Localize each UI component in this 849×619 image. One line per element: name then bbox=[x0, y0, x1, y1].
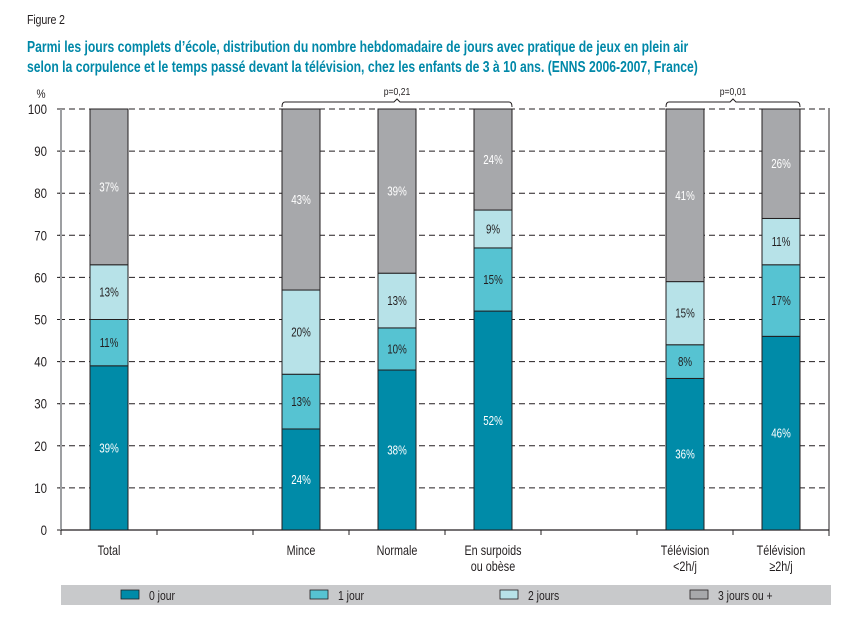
chart-title-line-2: selon la corpulence et le temps passé de… bbox=[27, 59, 698, 76]
y-tick-label-20: 20 bbox=[34, 439, 47, 454]
data-label-4-3: 9% bbox=[486, 223, 500, 236]
data-label-6-1: 46% bbox=[771, 428, 791, 441]
y-tick-label-30: 30 bbox=[34, 397, 47, 412]
data-label-5-3: 15% bbox=[675, 308, 695, 321]
data-label-1-4: 37% bbox=[99, 181, 119, 194]
data-label-2-1: 24% bbox=[291, 474, 311, 487]
y-tick-label-70: 70 bbox=[34, 228, 47, 243]
bar-segment-3-1 bbox=[377, 369, 417, 531]
data-label-3-4: 39% bbox=[387, 186, 407, 199]
x-tick-label-5-1: Télévision bbox=[661, 543, 710, 558]
legend-band bbox=[61, 585, 831, 605]
bar-segment-5-3 bbox=[665, 281, 705, 346]
x-tick-label-5-2: <2h/j bbox=[673, 559, 697, 574]
p-value-label-1: p=0,21 bbox=[384, 86, 411, 98]
bar-segment-4-4 bbox=[473, 108, 513, 211]
p-value-label-2: p=0,01 bbox=[720, 86, 747, 98]
y-axis-label: % bbox=[36, 88, 45, 101]
bar-segment-1-2 bbox=[89, 319, 129, 367]
x-tick-label-2-1: Mince bbox=[287, 543, 316, 558]
data-label-3-3: 13% bbox=[387, 295, 407, 308]
data-label-5-2: 8% bbox=[678, 356, 692, 369]
x-tick-label-3-1: Normale bbox=[377, 543, 418, 558]
legend-swatch-2 bbox=[309, 589, 329, 600]
legend-label-3: 2 jours bbox=[528, 589, 559, 603]
data-label-4-4: 24% bbox=[483, 154, 503, 167]
significance-bracket-1 bbox=[281, 98, 513, 108]
legend-label-4: 3 jours ou + bbox=[718, 589, 773, 603]
data-label-3-2: 10% bbox=[387, 343, 407, 356]
x-tick-label-4-1: En surpoids bbox=[464, 543, 521, 558]
x-tick-label-1-1: Total bbox=[98, 543, 121, 558]
bar-segment-2-1 bbox=[281, 428, 321, 531]
data-label-4-2: 15% bbox=[483, 274, 503, 287]
bar-segment-1-1 bbox=[89, 365, 129, 531]
data-label-2-3: 20% bbox=[291, 327, 311, 340]
y-tick-label-60: 60 bbox=[34, 271, 47, 286]
bar-segment-3-3 bbox=[377, 272, 417, 329]
bar-segment-5-2 bbox=[665, 344, 705, 379]
data-label-5-4: 41% bbox=[675, 190, 695, 203]
data-label-1-3: 13% bbox=[99, 287, 119, 300]
data-label-2-2: 13% bbox=[291, 396, 311, 409]
bar-segment-3-4 bbox=[377, 108, 417, 274]
data-label-6-4: 26% bbox=[771, 158, 791, 171]
bar-segment-2-4 bbox=[281, 108, 321, 291]
data-label-2-4: 43% bbox=[291, 194, 311, 207]
x-tick-label-6-1: Télévision bbox=[757, 543, 806, 558]
data-label-1-1: 39% bbox=[99, 442, 119, 455]
bar-segment-4-1 bbox=[473, 310, 513, 531]
y-tick-label-10: 10 bbox=[34, 481, 47, 496]
x-tick-label-6-2: ≥2h/j bbox=[769, 559, 792, 574]
bar-segment-6-4 bbox=[761, 108, 801, 219]
data-label-5-1: 36% bbox=[675, 449, 695, 462]
y-tick-label-50: 50 bbox=[34, 313, 47, 328]
y-tick-label-40: 40 bbox=[34, 355, 47, 370]
legend-label-1: 0 jour bbox=[149, 589, 175, 603]
data-label-1-2: 11% bbox=[100, 337, 119, 350]
bar-segment-1-4 bbox=[89, 108, 129, 266]
data-label-6-2: 17% bbox=[771, 295, 791, 308]
y-tick-label-90: 90 bbox=[34, 144, 47, 159]
chart-title: Parmi les jours complets d’école, distri… bbox=[27, 38, 698, 78]
bar-segment-3-2 bbox=[377, 327, 417, 371]
bar-segment-6-1 bbox=[761, 335, 801, 531]
legend-swatch-3 bbox=[499, 589, 519, 600]
bar-segment-5-4 bbox=[665, 108, 705, 283]
bar-segment-6-2 bbox=[761, 264, 801, 337]
bar-segment-5-1 bbox=[665, 377, 705, 531]
legend-swatch-1 bbox=[120, 589, 140, 600]
data-label-3-1: 38% bbox=[387, 444, 407, 457]
y-tick-label-80: 80 bbox=[34, 186, 47, 201]
significance-bracket-2 bbox=[665, 98, 801, 108]
data-label-6-3: 11% bbox=[772, 236, 791, 249]
bar-segment-2-3 bbox=[281, 289, 321, 375]
legend-swatch-4 bbox=[689, 589, 709, 600]
legend-label-2: 1 jour bbox=[338, 589, 364, 603]
y-tick-label-0: 0 bbox=[41, 523, 47, 538]
bar-segment-1-3 bbox=[89, 264, 129, 320]
figure-label: Figure 2 bbox=[27, 12, 65, 27]
chart-title-line-1: Parmi les jours complets d’école, distri… bbox=[27, 39, 689, 56]
y-tick-label-100: 100 bbox=[28, 102, 47, 117]
bar-segment-4-3 bbox=[473, 209, 513, 249]
x-tick-label-4-2: ou obèse bbox=[471, 559, 516, 574]
data-label-4-1: 52% bbox=[483, 415, 503, 428]
